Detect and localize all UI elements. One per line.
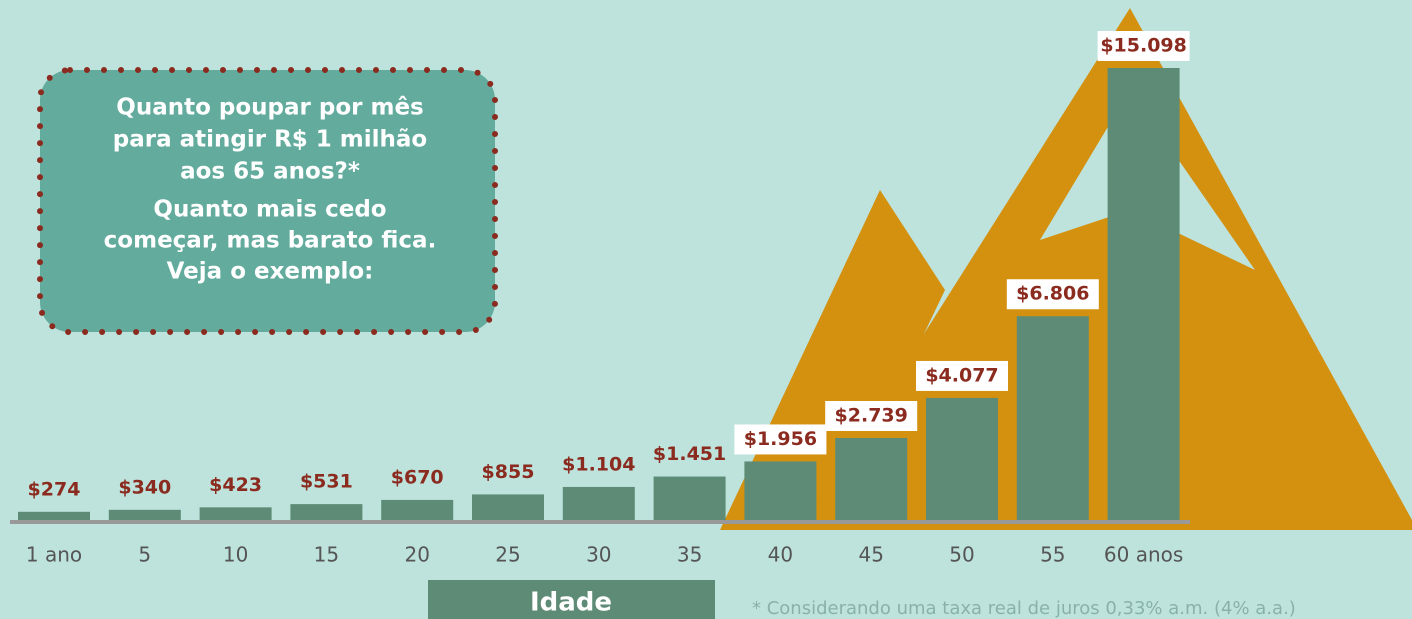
value-label: $15.098: [1100, 35, 1187, 57]
value-label-box: [916, 360, 1008, 391]
value-label: $1.104: [562, 453, 635, 475]
title-line: começar, mas barato fica.: [104, 228, 437, 254]
title-line: aos 65 anos?*: [180, 159, 360, 185]
bar: [18, 511, 90, 520]
value-label-box: [734, 424, 827, 455]
x-tick-label: 50: [949, 543, 974, 567]
value-label-box: [1097, 31, 1190, 61]
value-label: $423: [209, 474, 262, 496]
bar: [1016, 316, 1089, 520]
value-label-box: [1006, 279, 1099, 310]
value-label-box: [825, 401, 918, 432]
bar: [926, 397, 998, 520]
footnote: * Considerando uma taxa real de juros 0,…: [752, 598, 1296, 619]
title-box: [37, 67, 498, 335]
x-tick-label: 25: [495, 543, 520, 567]
bar: [472, 494, 544, 520]
x-label: Idade: [530, 588, 612, 618]
x-tick-label: 40: [768, 543, 793, 567]
x-tick-label: 5: [138, 543, 151, 567]
x-tick-label: 10: [223, 543, 248, 567]
x-tick-label: 60 anos: [1104, 543, 1183, 567]
title-line: Veja o exemplo:: [167, 259, 374, 285]
bar: [108, 509, 181, 520]
x-tick-label: 55: [1040, 543, 1065, 567]
x-tick-label: 15: [314, 543, 339, 567]
value-label: $670: [391, 466, 444, 488]
value-label: $855: [482, 461, 535, 483]
value-label: $340: [118, 476, 171, 498]
bar: [653, 476, 726, 520]
title-line: para atingir R$ 1 milhão: [113, 127, 428, 153]
value-label: $1.451: [653, 443, 726, 465]
title-line: Quanto mais cedo: [153, 197, 386, 223]
value-label: $531: [300, 471, 353, 493]
x-tick-label: 20: [404, 543, 429, 567]
value-label: $4.077: [925, 364, 998, 386]
bar: [381, 499, 454, 520]
value-label: $6.806: [1016, 283, 1089, 305]
bar: [835, 438, 908, 520]
bar: [562, 486, 635, 520]
title-line: Quanto poupar por mês: [116, 95, 423, 121]
x-tick-label: 35: [677, 543, 702, 567]
bar: [1107, 68, 1180, 520]
bar: [290, 504, 363, 520]
value-label: $2.739: [835, 405, 908, 427]
bar: [199, 507, 272, 520]
x-tick-label: 45: [858, 543, 883, 567]
x-tick-label: 1 ano: [26, 543, 82, 567]
x-label-box: [428, 580, 715, 619]
value-label: $274: [28, 478, 81, 500]
value-label: $1.956: [744, 428, 817, 450]
bar: [744, 461, 817, 520]
x-tick-label: 30: [586, 543, 611, 567]
